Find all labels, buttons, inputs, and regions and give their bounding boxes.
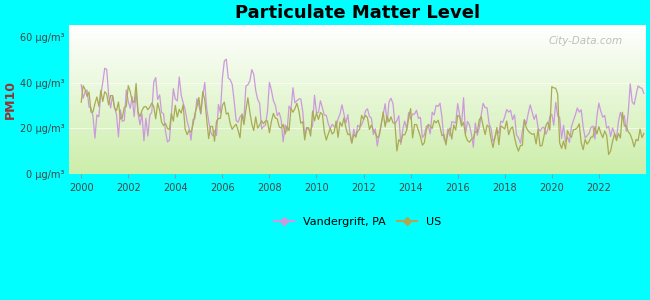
Y-axis label: PM10: PM10	[4, 80, 17, 119]
Legend: Vandergrift, PA, US: Vandergrift, PA, US	[270, 213, 445, 232]
Title: Particulate Matter Level: Particulate Matter Level	[235, 4, 480, 22]
Text: City-Data.com: City-Data.com	[549, 36, 623, 46]
